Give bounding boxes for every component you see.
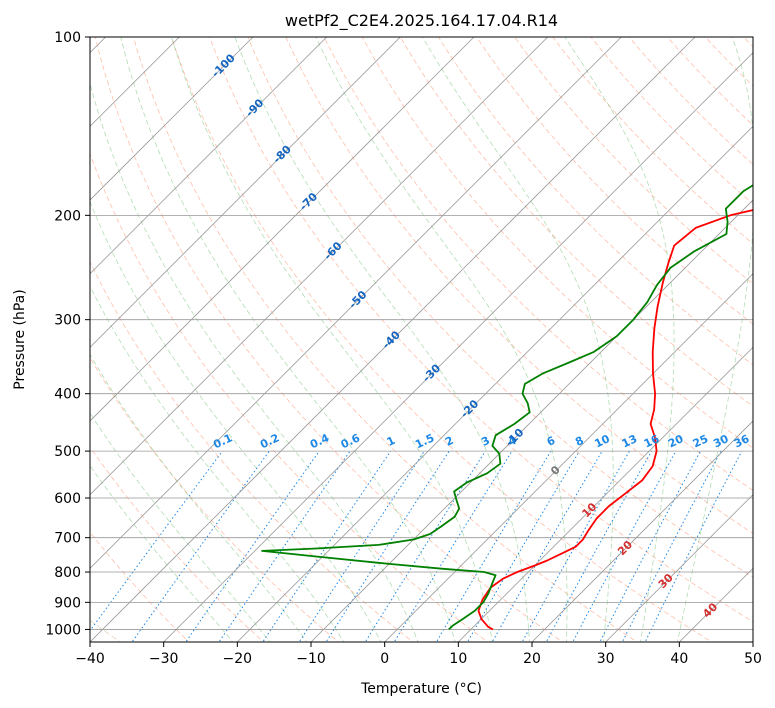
mixing-ratio-line [572,450,677,642]
isotherm [90,37,622,569]
mixing-ratio-line [599,450,701,642]
isotherm [90,37,254,201]
mixing-ratio-line [185,450,320,642]
mixing-ratio-line [393,450,513,642]
y-tick-label: 1000 [45,622,81,638]
mixing-ratio-label: 20 [666,432,686,450]
isotherm [605,494,753,642]
moist-adiabat [90,412,271,642]
dry-adiabat [323,37,753,491]
isotherm [163,52,753,642]
isotherm [458,346,753,642]
mixing-ratio-line [90,450,223,632]
dry-adiabat [285,37,753,534]
x-tick-label: 40 [670,651,688,667]
y-tick-label: 500 [54,444,81,460]
mixing-ratio-line [325,450,450,642]
dry-adiabat [171,37,713,642]
chart-title: wetPf2_C2E4.2025.164.17.04.R14 [285,11,558,31]
x-tick-label: 50 [744,651,762,667]
isotherm [90,37,475,422]
y-tick-label: 400 [54,387,81,403]
mixing-ratio-label: 25 [691,432,710,450]
isotherm [90,37,401,348]
x-tick-label: −10 [296,651,326,667]
mixing-ratio-line [466,450,580,642]
mixing-ratio-label: 10 [593,432,613,450]
series-line-0 [477,209,753,631]
isotherm [90,37,548,496]
x-tick-label: −40 [75,651,105,667]
mixing-ratio-line [621,450,722,642]
mixing-ratio-label: 16 [642,432,662,450]
isotherm [531,420,753,642]
isotherm [752,641,753,642]
dry-adiabat [476,37,753,325]
y-tick-label: 800 [54,565,81,581]
y-axis: 100 200 300 400 500 600 700 800 900 1000 [45,30,90,638]
x-tick-label: 0 [380,651,389,667]
x-tick-label: −30 [149,651,179,667]
mixing-ratio-label: 13 [620,432,639,450]
x-tick-label: 30 [597,651,615,667]
x-axis: −40 −30 −20 −10 0 10 20 30 40 50 [75,642,762,667]
isotherm [237,125,753,642]
mixing-ratio-line [218,450,351,642]
x-tick-label: −20 [223,651,253,667]
profile-series [261,184,753,631]
y-tick-label: 900 [54,595,81,611]
mixing-ratio-label: 36 [732,432,752,450]
moist-adiabat [90,353,308,642]
y-tick-label: 100 [54,30,81,46]
y-tick-label: 200 [54,208,81,224]
x-tick-label: 20 [523,651,541,667]
dry-adiabat [361,37,753,449]
dry-adiabat [769,24,775,645]
mixing-ratio-label: 30 [711,432,731,450]
isotherm [90,37,327,275]
isotherm [384,273,753,642]
x-tick-label: 10 [449,651,467,667]
dry-adiabat [437,37,753,366]
mixing-ratio-line [298,450,425,642]
mixing-ratio-line [131,450,270,642]
mixing-ratio-line [262,450,392,642]
isotherm [90,37,696,642]
y-tick-label: 300 [54,313,81,329]
y-axis-label: Pressure (hPa) [12,289,28,389]
moist-adiabat [90,82,419,642]
dry-adiabat [90,152,489,642]
y-tick-label: 600 [54,491,81,507]
x-axis-label: Temperature (°C) [360,681,482,697]
plot-area [90,37,753,642]
dry-adiabat [247,37,753,578]
series-line-1 [261,184,753,631]
y-tick-label: 700 [54,531,81,547]
plot-frame [89,36,754,643]
moist-adiabat [90,464,234,642]
